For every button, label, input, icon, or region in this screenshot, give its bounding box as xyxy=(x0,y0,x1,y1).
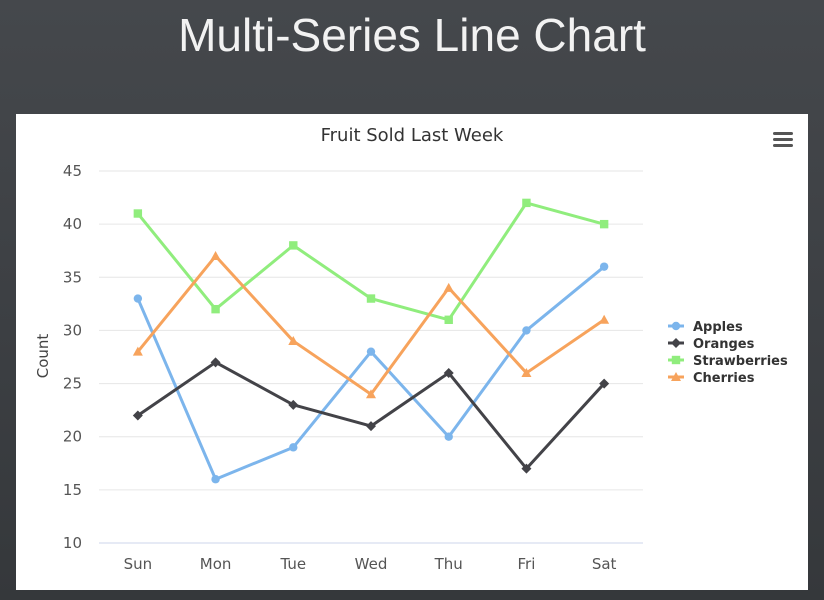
data-point-oranges[interactable] xyxy=(366,421,376,432)
data-point-cherries[interactable] xyxy=(366,389,376,399)
legend-marker-cherries xyxy=(671,372,681,381)
data-point-apples[interactable] xyxy=(211,475,220,484)
x-tick-label: Sun xyxy=(124,555,153,573)
y-tick-label: 45 xyxy=(63,162,82,180)
chart-panel: Fruit Sold Last Week Count 10 15 20 25 30 35 4… xyxy=(16,114,808,590)
data-point-strawberries[interactable] xyxy=(366,294,376,303)
data-point-oranges[interactable] xyxy=(288,399,299,410)
hamburger-menu-icon xyxy=(773,132,793,147)
legend-label-strawberries: Strawberries xyxy=(693,354,788,369)
legend-item-strawberries[interactable]: Strawberries xyxy=(668,354,788,369)
data-point-apples[interactable] xyxy=(522,326,531,335)
data-point-oranges[interactable] xyxy=(521,463,532,474)
series-line-oranges[interactable] xyxy=(136,360,606,471)
data-point-cherries[interactable] xyxy=(599,314,610,324)
legend-label-apples: Apples xyxy=(693,320,743,335)
data-point-apples[interactable] xyxy=(444,432,453,441)
page-title: Multi-Series Line Chart xyxy=(178,9,646,61)
data-point-apples[interactable] xyxy=(599,262,609,271)
data-point-oranges[interactable] xyxy=(132,410,143,421)
data-point-cherries[interactable] xyxy=(521,367,532,377)
series-layer xyxy=(132,198,610,484)
data-point-oranges[interactable] xyxy=(210,357,221,368)
grid-layer xyxy=(99,170,643,544)
data-point-cherries[interactable] xyxy=(443,282,454,292)
data-point-strawberries[interactable] xyxy=(289,241,298,250)
chart-title: Fruit Sold Last Week xyxy=(321,125,504,146)
y-tick-label: 25 xyxy=(63,375,82,393)
data-point-strawberries[interactable] xyxy=(444,315,453,324)
legend-label-cherries: Cherries xyxy=(693,371,755,386)
y-tick-label: 20 xyxy=(63,428,82,446)
series-strawberries xyxy=(133,198,609,324)
data-point-apples[interactable] xyxy=(133,294,143,303)
series-cherries xyxy=(132,251,610,399)
data-point-cherries[interactable] xyxy=(288,336,299,346)
x-tick-labels: Sun Mon Tue Wed Thu Fri Sat xyxy=(124,555,617,573)
data-point-apples[interactable] xyxy=(289,443,298,452)
legend-marker-oranges xyxy=(671,338,681,348)
y-tick-label: 35 xyxy=(63,268,82,286)
y-tick-label: 40 xyxy=(63,215,82,233)
data-point-cherries[interactable] xyxy=(210,251,221,261)
x-tick-label: Thu xyxy=(434,555,463,573)
legend: Apples Oranges Strawberries Cherries xyxy=(668,320,788,386)
y-tick-label: 10 xyxy=(63,534,82,552)
chart-svg: Fruit Sold Last Week Count 10 15 20 25 30 35 4… xyxy=(34,125,797,573)
legend-marker-apples xyxy=(671,321,681,331)
legend-item-apples[interactable]: Apples xyxy=(668,320,743,335)
data-point-strawberries[interactable] xyxy=(599,219,609,229)
series-apples xyxy=(133,262,609,484)
data-point-apples[interactable] xyxy=(366,347,376,356)
legend-label-oranges: Oranges xyxy=(693,337,755,352)
legend-item-oranges[interactable]: Oranges xyxy=(668,337,755,352)
chart-menu-button[interactable] xyxy=(769,128,797,152)
data-point-cherries[interactable] xyxy=(132,346,143,356)
y-tick-labels: 10 15 20 25 30 35 40 45 xyxy=(63,162,82,552)
x-tick-label: Sat xyxy=(592,555,617,573)
y-tick-label: 30 xyxy=(63,321,82,339)
data-point-strawberries[interactable] xyxy=(133,209,143,218)
x-tick-label: Wed xyxy=(355,555,388,573)
legend-marker-strawberries xyxy=(671,355,681,365)
x-tick-label: Mon xyxy=(200,555,232,573)
x-tick-label: Tue xyxy=(279,555,306,573)
y-tick-label: 15 xyxy=(63,481,82,499)
y-axis-label: Count xyxy=(34,334,52,379)
data-point-strawberries[interactable] xyxy=(522,198,531,208)
data-point-strawberries[interactable] xyxy=(211,304,220,314)
x-tick-label: Fri xyxy=(517,555,535,573)
legend-item-cherries[interactable]: Cherries xyxy=(668,371,755,386)
data-point-oranges[interactable] xyxy=(443,367,454,378)
data-point-oranges[interactable] xyxy=(599,378,610,389)
series-oranges xyxy=(132,357,610,474)
